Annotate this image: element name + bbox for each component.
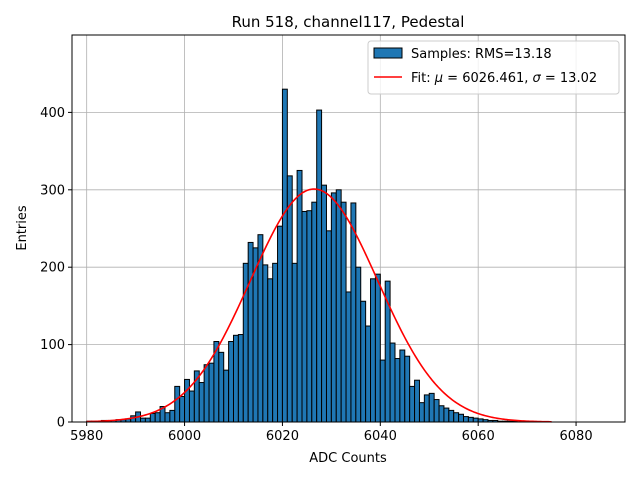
histogram-bar — [277, 225, 283, 423]
histogram-bar — [184, 378, 190, 423]
histogram-bar — [350, 202, 357, 423]
histogram-bar — [291, 262, 298, 423]
y-tick-label: 0 — [57, 416, 65, 431]
histogram-bar — [355, 266, 362, 423]
histogram-bar — [458, 413, 465, 423]
histogram-bar — [399, 349, 406, 423]
legend-histogram-swatch — [373, 47, 403, 59]
histogram-bar — [360, 300, 367, 423]
y-tick-label: 200 — [40, 261, 65, 276]
histogram-bar — [223, 369, 230, 423]
histogram-bar — [443, 407, 450, 423]
histogram-bar — [330, 192, 337, 423]
legend-histogram-label: Samples: RMS=13.18 — [411, 47, 552, 62]
histogram-bar — [423, 394, 430, 423]
y-axis-label: Entries — [15, 205, 30, 251]
x-tick-label: 6060 — [462, 429, 495, 444]
histogram-bar — [140, 417, 146, 423]
histogram-bar — [467, 416, 474, 423]
x-tick-label: 6080 — [560, 429, 593, 444]
plot-frame — [71, 34, 626, 423]
x-tick-label: 5980 — [70, 429, 103, 444]
histogram-bar — [428, 392, 435, 423]
histogram-bar — [218, 351, 225, 423]
legend-fit-prefix: Fit: — [411, 71, 435, 86]
histogram-bar — [321, 184, 327, 423]
histogram-bar — [164, 412, 171, 423]
histogram-bar — [340, 201, 347, 423]
histogram-bar — [306, 210, 313, 423]
histogram-bar — [267, 278, 274, 423]
histogram-bar — [448, 409, 455, 423]
histogram-bar — [272, 262, 279, 423]
chart-title: Run 518, channel117, Pedestal — [232, 13, 465, 31]
histogram-bar — [418, 402, 425, 423]
legend-fit-label: Fit: μ = 6026.461, σ = 13.02 — [411, 71, 597, 86]
histogram-bar — [463, 416, 469, 423]
x-tick-label: 6020 — [266, 429, 299, 444]
legend-fit-sigma-value: = 13.02 — [541, 71, 597, 86]
histogram-bar — [325, 230, 332, 423]
histogram-bar — [389, 342, 396, 423]
histogram-bar — [316, 109, 323, 423]
histogram-bar — [247, 241, 254, 423]
histogram-bar — [198, 382, 205, 423]
histogram-bar — [453, 412, 460, 423]
histogram-bar — [379, 359, 386, 423]
legend-box — [367, 40, 620, 95]
legend-fit-mu: μ — [434, 71, 443, 86]
x-tick-label: 6000 — [168, 429, 201, 444]
histogram-bar — [409, 385, 416, 423]
histogram-bar — [472, 417, 479, 423]
histogram-bar — [281, 88, 288, 423]
histogram-bar — [174, 385, 181, 423]
histogram-bar — [228, 341, 234, 423]
y-tick-label: 400 — [40, 106, 65, 121]
x-axis-label: ADC Counts — [309, 451, 387, 466]
histogram-bar — [335, 189, 342, 423]
histogram-bar — [414, 379, 420, 423]
legend-fit-mu-value: = 6026.461, — [443, 71, 532, 86]
histogram-bar — [394, 358, 401, 423]
histogram-bar — [154, 412, 161, 423]
histogram-bar — [169, 409, 176, 423]
y-tick-label: 100 — [40, 338, 65, 353]
histogram-bar — [262, 264, 269, 423]
histogram-bar — [301, 210, 308, 423]
histogram-bar — [438, 405, 445, 423]
histogram-bar — [179, 395, 186, 423]
histogram-bar — [237, 334, 244, 423]
histogram-bar — [433, 399, 440, 423]
histogram-bar — [365, 325, 372, 423]
histogram-bar — [345, 291, 352, 423]
legend-fit-sigma: σ — [533, 71, 542, 86]
histogram-bar — [370, 278, 376, 423]
histogram-bar — [296, 169, 303, 423]
histogram-bar — [374, 273, 381, 423]
histogram-bar — [188, 390, 195, 423]
histogram-bar — [311, 201, 318, 423]
histogram-bar — [149, 412, 156, 423]
histogram-bar — [203, 364, 210, 423]
gaussian-fit-line — [86, 188, 552, 423]
histogram-bar — [144, 417, 151, 423]
histogram-bar — [286, 175, 293, 423]
legend: Samples: RMS=13.18 Fit: μ = 6026.461, σ … — [367, 40, 620, 95]
histogram-bars — [86, 88, 533, 423]
axis-ticks: 5980 6000 6020 6040 6060 6080 0 100 200 300 400 — [40, 106, 592, 444]
x-tick-label: 6040 — [364, 429, 397, 444]
y-tick-label: 300 — [40, 183, 65, 198]
histogram-bar — [404, 355, 411, 423]
histogram-bar — [232, 334, 239, 423]
histogram-bar — [208, 362, 215, 423]
